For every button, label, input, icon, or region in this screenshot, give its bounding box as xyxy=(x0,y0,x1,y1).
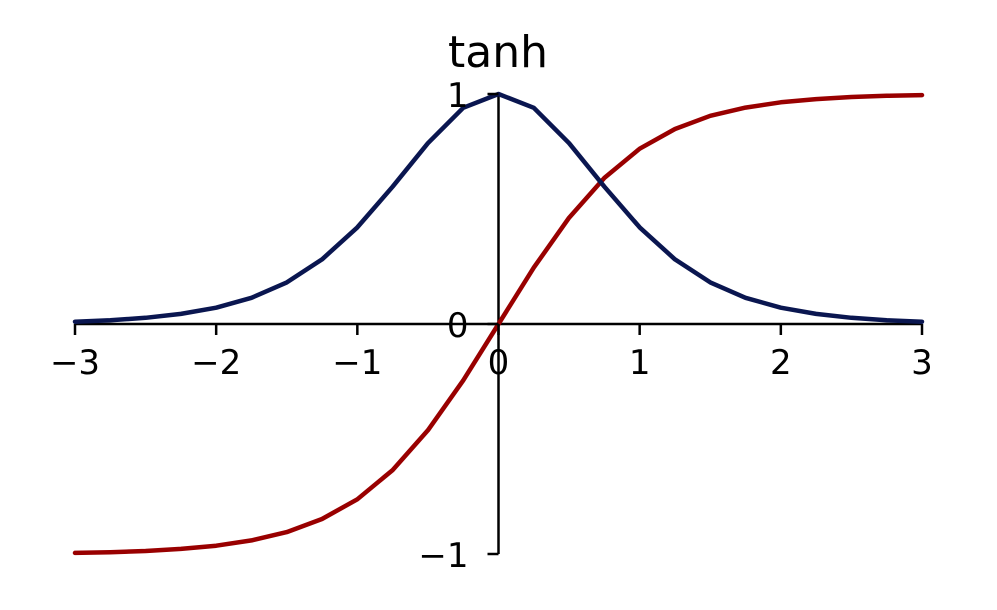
x-tick-label: 3 xyxy=(911,343,933,383)
x-tick-label: 2 xyxy=(770,343,792,383)
x-tick-label: 0 xyxy=(488,343,510,383)
x-tick-label: −1 xyxy=(332,343,382,383)
y-tick-label: 0 xyxy=(447,306,469,346)
ticks: −3 −2 −1 0 1 2 3 −1 0 1 xyxy=(50,76,933,576)
x-tick-label: −2 xyxy=(191,343,241,383)
x-tick-label: 1 xyxy=(629,343,651,383)
chart-title: tanh xyxy=(448,27,548,78)
y-tick-label: 1 xyxy=(447,76,469,116)
y-tick-label: −1 xyxy=(418,536,468,576)
x-tick-label: −3 xyxy=(50,343,100,383)
